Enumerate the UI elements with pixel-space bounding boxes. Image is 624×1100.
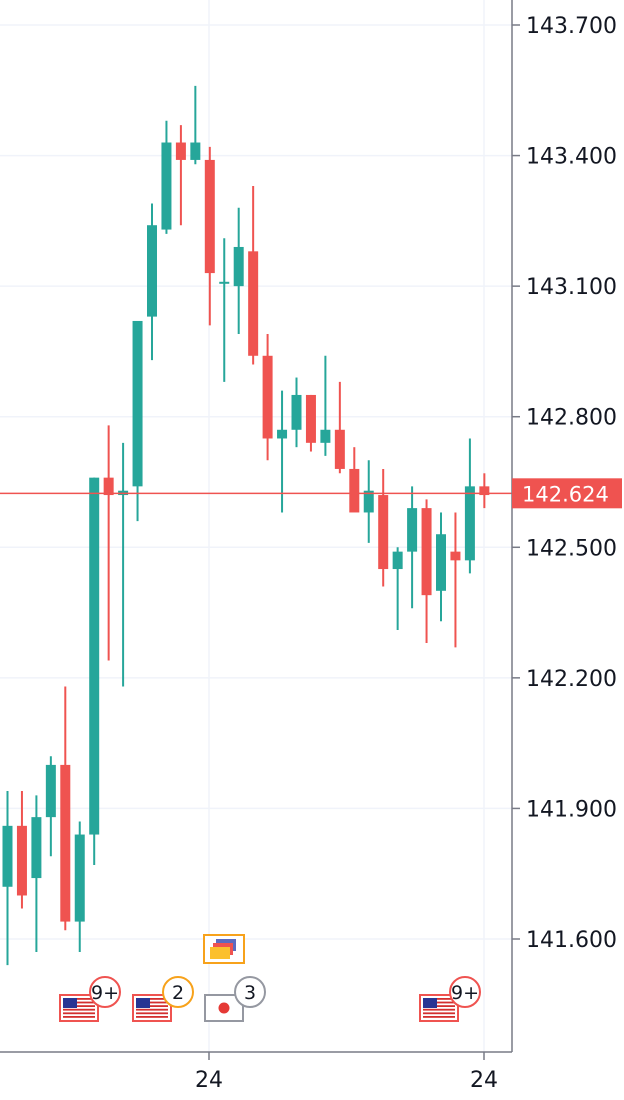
candle xyxy=(334,381,345,474)
candle-body xyxy=(305,394,316,443)
candle xyxy=(291,377,302,448)
us-flag-event[interactable]: 9+ xyxy=(59,976,121,1022)
candle-body xyxy=(175,142,186,160)
candle-body xyxy=(2,825,13,887)
candle-body xyxy=(349,468,360,513)
candle xyxy=(147,203,157,361)
candle xyxy=(421,499,432,644)
y-tick-label: 143.400 xyxy=(526,145,617,170)
y-tick-label: 142.200 xyxy=(526,667,617,692)
candle xyxy=(363,460,374,543)
us-flag-event[interactable]: 9+ xyxy=(419,976,481,1022)
y-tick-label: 142.800 xyxy=(526,406,617,431)
candle xyxy=(464,438,475,574)
candle-body xyxy=(45,764,56,818)
candle-body xyxy=(89,477,100,835)
x-tick-label: 24 xyxy=(195,1068,223,1093)
candle xyxy=(45,756,56,857)
candle-body xyxy=(363,490,374,513)
candle xyxy=(378,468,389,587)
candle xyxy=(305,394,316,452)
y-tick-label: 142.500 xyxy=(526,536,617,561)
candle xyxy=(349,447,360,513)
last-price-tag xyxy=(512,478,622,509)
candle xyxy=(2,791,13,966)
candle xyxy=(89,477,100,866)
candle-body xyxy=(103,477,114,496)
candle-body xyxy=(262,355,273,439)
event-count: 3 xyxy=(244,982,256,1004)
candle xyxy=(161,120,172,234)
candle xyxy=(132,320,143,522)
y-tick-label: 141.900 xyxy=(526,797,617,822)
candle xyxy=(103,425,114,661)
candle-body xyxy=(479,486,490,496)
candle-body xyxy=(147,225,157,317)
candle-body xyxy=(31,817,42,879)
event-count: 9+ xyxy=(451,982,479,1004)
x-tick-label: 24 xyxy=(470,1068,498,1093)
event-count-badge xyxy=(449,976,481,1008)
last-price-value: 142.624 xyxy=(522,482,609,506)
candle-body xyxy=(132,320,143,487)
candle-body xyxy=(450,551,461,561)
candle-body xyxy=(277,429,288,439)
candle xyxy=(204,146,215,326)
candle xyxy=(262,334,273,461)
jp-flag-event[interactable]: 3 xyxy=(204,976,266,1022)
candle xyxy=(31,795,42,953)
candle-body xyxy=(421,508,432,596)
last-price-label: 142.624 xyxy=(512,478,622,509)
us-flag-event[interactable]: 2 xyxy=(132,976,194,1022)
grid-lines xyxy=(0,0,512,1052)
candle xyxy=(60,686,71,931)
candle-body xyxy=(16,825,27,896)
candle xyxy=(175,125,186,226)
event-count-badge xyxy=(162,976,194,1008)
candle-body xyxy=(334,429,345,469)
candle xyxy=(219,238,230,382)
candle xyxy=(248,186,259,365)
event-markers[interactable]: 9+ 2 3 9+ xyxy=(59,934,481,1022)
candle-body xyxy=(60,764,71,922)
candle-body xyxy=(407,508,418,552)
candle-body xyxy=(74,834,85,922)
candle-body xyxy=(392,551,403,570)
candle-body xyxy=(464,486,475,561)
event-count: 9+ xyxy=(91,982,119,1004)
candle xyxy=(392,547,403,630)
candle xyxy=(190,85,201,165)
candle-body xyxy=(204,159,215,274)
candle xyxy=(118,442,129,687)
candle-body xyxy=(190,142,201,160)
y-tick-label: 143.700 xyxy=(526,14,617,39)
candle xyxy=(436,512,446,622)
event-count-badge xyxy=(234,976,266,1008)
candle xyxy=(320,355,331,456)
news-stack-event[interactable] xyxy=(203,934,245,964)
candle xyxy=(233,207,244,335)
candles xyxy=(2,85,490,966)
event-count-badge xyxy=(89,976,121,1008)
candle xyxy=(277,390,288,513)
candle xyxy=(450,512,461,648)
candle-body xyxy=(436,534,446,591)
y-tick-label: 141.600 xyxy=(526,928,617,953)
candle-body xyxy=(248,251,259,356)
candle xyxy=(407,486,418,609)
candle-body xyxy=(219,281,230,284)
candle-body xyxy=(291,394,302,430)
event-count: 2 xyxy=(172,982,184,1004)
candle xyxy=(74,821,85,953)
candle-body xyxy=(233,246,244,287)
y-tick-label: 143.100 xyxy=(526,275,617,300)
candle-body xyxy=(378,495,389,570)
candle xyxy=(16,791,27,909)
candle xyxy=(479,473,490,509)
candle-body xyxy=(320,429,331,443)
candle-body xyxy=(161,142,172,230)
